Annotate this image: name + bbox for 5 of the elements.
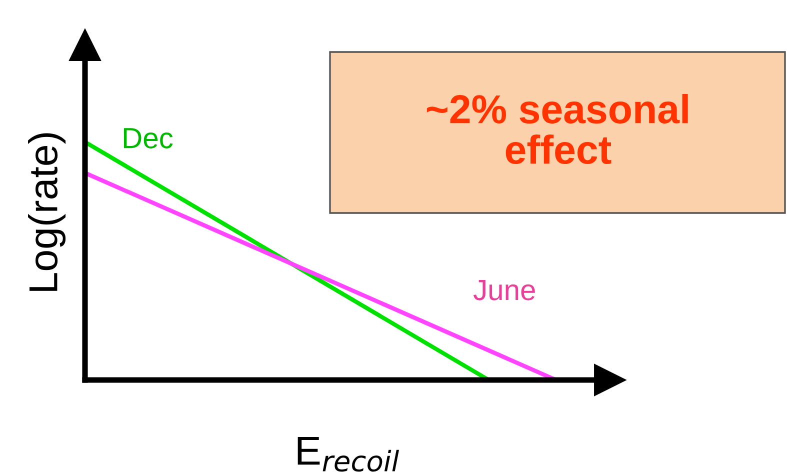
series-label: June xyxy=(473,280,535,300)
x-axis-title: E$_{recoil}$ xyxy=(298,436,400,472)
y-axis-title: Log(rate) xyxy=(28,133,66,291)
series-label: Dec xyxy=(124,128,173,148)
annotation: ~2% seasonal effect xyxy=(426,94,688,164)
